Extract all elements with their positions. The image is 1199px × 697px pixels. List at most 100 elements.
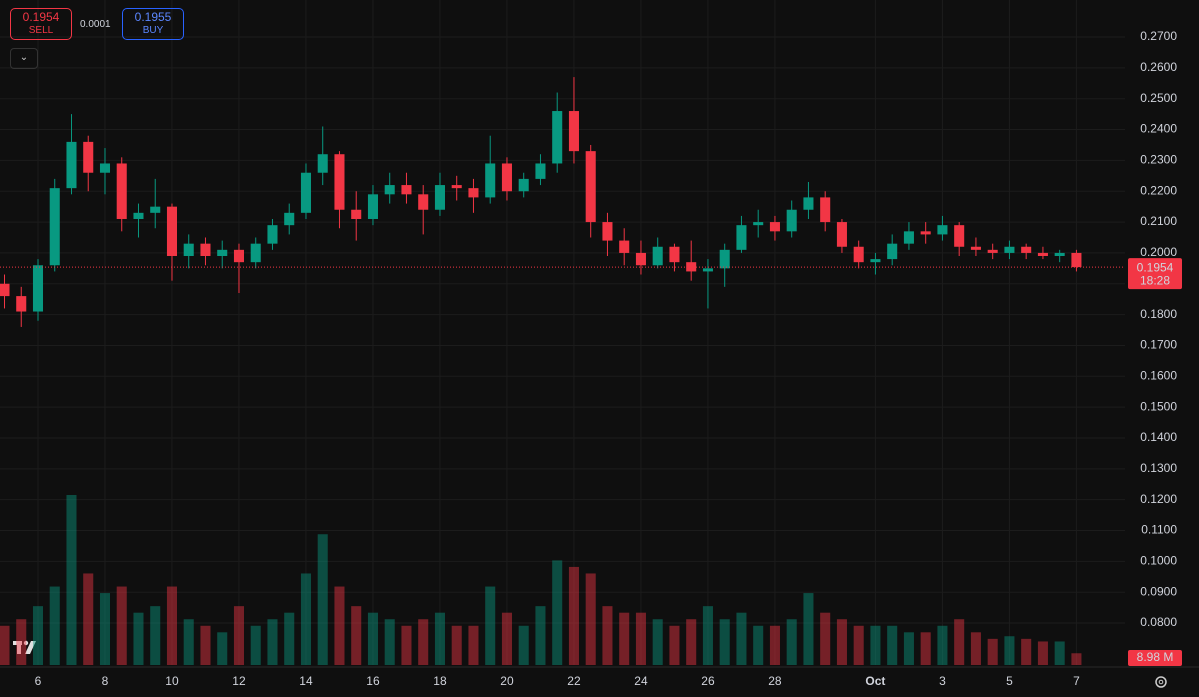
volume-bar [49,586,60,665]
candle-body [552,111,563,164]
volume-bar [836,619,847,665]
volume-bar [769,625,780,665]
volume-bar [1071,653,1082,665]
candle-body [0,283,10,297]
volume-bar [351,606,362,665]
candle-body [635,252,646,266]
candle-body [619,240,630,253]
candle-body [116,163,127,219]
candle-body [853,246,864,263]
volume-bar [619,612,630,665]
candle-body [150,206,161,213]
y-tick-label: 0.2300 [1140,153,1177,167]
candle-body [501,163,512,192]
candle-body [836,222,847,247]
y-tick-label: 0.2000 [1140,245,1177,259]
last-volume-label: 8.98 M [1137,650,1174,664]
volume-bar [116,586,127,665]
x-tick-label: 5 [1006,674,1013,688]
volume-bar [853,625,864,665]
volume-bar [736,612,747,665]
candle-body [300,172,311,213]
sell-button[interactable]: 0.1954 SELL [10,8,72,40]
candle-body [418,194,429,210]
candle-body [686,262,697,272]
candle-body [401,185,412,195]
candle-body [16,296,27,312]
x-tick-label: 20 [500,674,514,688]
settings-button[interactable] [1155,676,1167,688]
volume-bar [384,619,395,665]
candle-body [183,243,194,257]
collapse-button[interactable]: ⌄ [10,48,38,69]
volume-bar [786,619,797,665]
volume-bar [602,606,613,665]
candle-body [434,185,445,210]
volume-bar [401,625,412,665]
y-tick-label: 0.1600 [1140,368,1177,382]
candle-body [284,212,295,226]
candle-body [133,212,144,219]
x-tick-label: 28 [768,674,782,688]
candle-body [736,225,747,250]
candle-body [1071,252,1082,268]
candle-body [233,249,245,263]
last-price-tag [1128,258,1182,290]
x-tick-label: 6 [35,674,42,688]
volume-bar [719,619,730,665]
candle-body [367,194,378,219]
candle-body [887,243,898,260]
volume-bar [451,625,462,665]
candle-body [669,246,680,263]
volume-bar [468,625,479,665]
x-tick-label: 12 [232,674,246,688]
buy-button[interactable]: 0.1955 BUY [122,8,184,40]
candle-body [652,246,663,266]
x-tick-label: 26 [701,674,715,688]
candle-body [1037,252,1048,257]
y-tick-label: 0.2700 [1140,29,1177,43]
candle-body [317,154,328,173]
volume-bar [535,606,546,665]
y-tick-label: 0.1300 [1140,461,1177,475]
volume-bar [920,632,931,665]
y-tick-label: 0.1000 [1140,554,1177,568]
volume-bar [635,612,646,665]
candle-body [166,206,178,257]
x-tick-label: 8 [102,674,109,688]
volume-bar [133,612,144,665]
candle-body [937,225,948,235]
volume-bar [1004,636,1015,665]
volume-bar [200,625,211,665]
y-tick-label: 0.1800 [1140,307,1177,321]
candle-body [49,188,60,266]
x-tick-label: 16 [366,674,380,688]
candle-body [585,151,596,223]
volume-bar [83,573,94,665]
volume-bar [166,586,178,665]
x-tick-label: 18 [433,674,447,688]
candle-body [451,185,462,189]
x-tick-label: 10 [165,674,179,688]
volume-bar [267,619,278,665]
volume-bar [987,638,998,665]
y-tick-label: 0.1200 [1140,492,1177,506]
candle-body [702,268,713,272]
x-tick-label: 24 [634,674,648,688]
volume-bar [1054,641,1065,665]
candle-body [99,163,111,173]
volume-bar [669,625,680,665]
volume-bar [485,586,496,665]
volume-bar [99,593,111,665]
volume-bar [284,612,295,665]
volume-bar [317,534,328,665]
candle-body [66,141,77,189]
volume-bar [1037,641,1048,665]
volume-bar [66,495,77,665]
candle-body [351,209,362,219]
volume-bar [686,619,697,665]
candle-body [384,185,395,195]
candle-body [786,209,797,232]
